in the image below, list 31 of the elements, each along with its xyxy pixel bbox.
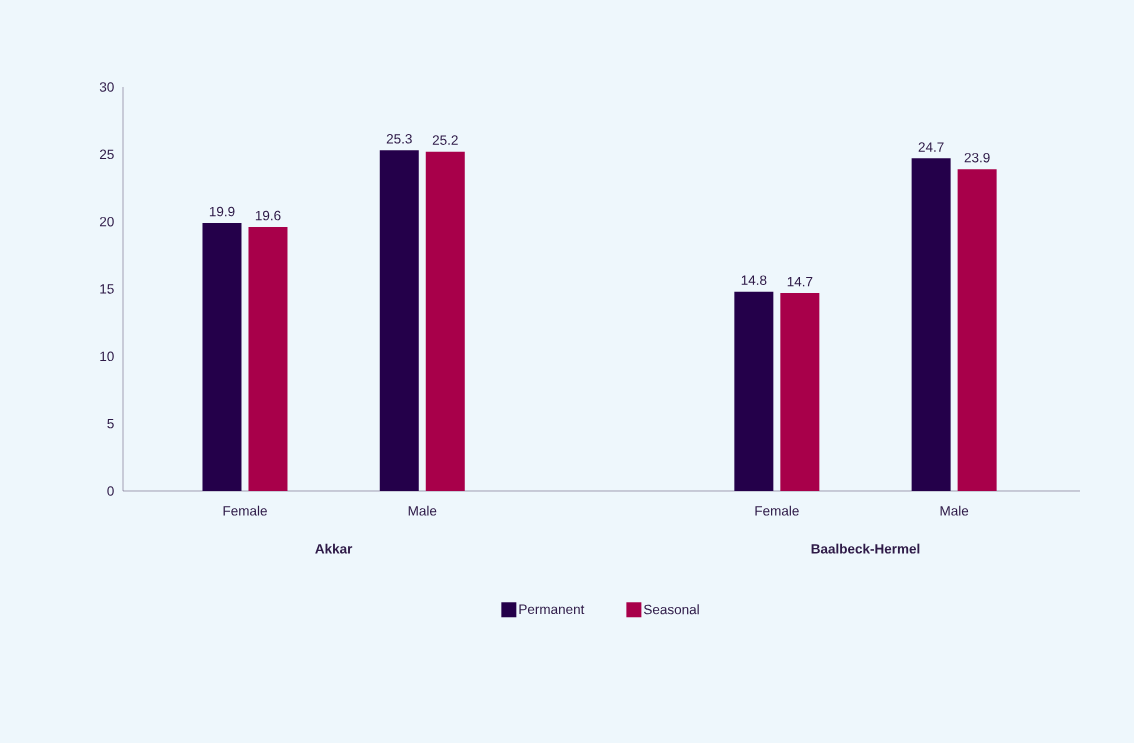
bar <box>780 293 820 491</box>
y-tick-label: 25 <box>99 149 114 160</box>
data-label: 14.8 <box>741 275 767 285</box>
bar <box>957 169 997 491</box>
data-label: 14.7 <box>787 277 813 287</box>
legend-label: Permanent <box>519 604 585 615</box>
y-tick-label: 0 <box>107 486 114 496</box>
bar <box>425 151 465 491</box>
bar <box>379 150 419 491</box>
y-tick-label: 10 <box>100 351 114 362</box>
bar <box>202 223 242 491</box>
bar <box>734 291 774 491</box>
data-label: 24.7 <box>918 142 944 152</box>
data-label: 19.9 <box>209 206 235 217</box>
x-tick-label: Male <box>408 505 437 516</box>
data-label: 25.3 <box>386 134 412 144</box>
x-tick-label: Female <box>223 505 267 516</box>
x-tick-label: Male <box>940 505 969 516</box>
y-tick-label: 15 <box>100 284 114 294</box>
y-tick-label: 20 <box>99 216 114 227</box>
text: Baalbeck-Hermel <box>811 543 920 554</box>
x-tick-label: Female <box>755 505 799 516</box>
data-label: 19.6 <box>255 210 281 221</box>
legend-label: Seasonal <box>643 604 699 615</box>
bar <box>248 227 288 491</box>
y-tick-label: 30 <box>99 82 114 92</box>
text: Akkar <box>315 543 353 554</box>
data-label: 23.9 <box>964 152 990 163</box>
data-label: 25.2 <box>432 135 458 145</box>
bar <box>911 158 951 491</box>
y-tick-label: 5 <box>107 418 114 429</box>
